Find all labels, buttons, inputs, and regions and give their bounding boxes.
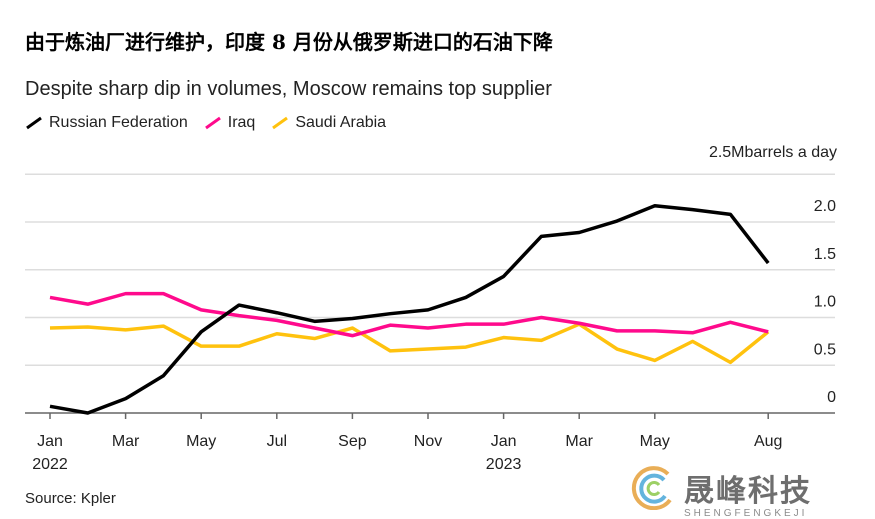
watermark-text: 晟峰科技 — [684, 466, 812, 510]
y-tick-label: 1.0 — [814, 294, 836, 311]
watermark-logo-icon — [628, 466, 676, 510]
series-line-iraq — [50, 294, 768, 336]
x-tick-label: May — [640, 433, 670, 450]
x-tick-label: May — [186, 433, 216, 450]
x-tick-year: 2022 — [32, 456, 68, 473]
y-tick-label: 0.5 — [814, 341, 836, 358]
y-tick-label: 0 — [827, 389, 836, 406]
series-line-russian-federation — [50, 206, 768, 413]
x-tick-label: Mar — [112, 433, 140, 450]
x-tick-label: Jul — [267, 433, 287, 450]
x-tick-year: 2023 — [486, 456, 522, 473]
x-tick-label: Nov — [414, 433, 442, 450]
watermark-subtext: SHENGFENGKEJI — [684, 508, 807, 519]
x-tick-label: Jan — [37, 433, 63, 450]
y-tick-label: 2.0 — [814, 198, 836, 215]
y-tick-label: 1.5 — [814, 246, 836, 263]
x-tick-label: Jan — [491, 433, 517, 450]
x-tick-label: Aug — [754, 433, 782, 450]
source-note: Source: Kpler — [25, 490, 116, 507]
watermark: 晟峰科技 SHENGFENGKEJI — [628, 466, 812, 510]
x-tick-label: Sep — [338, 433, 367, 450]
x-tick-label: Mar — [565, 433, 593, 450]
